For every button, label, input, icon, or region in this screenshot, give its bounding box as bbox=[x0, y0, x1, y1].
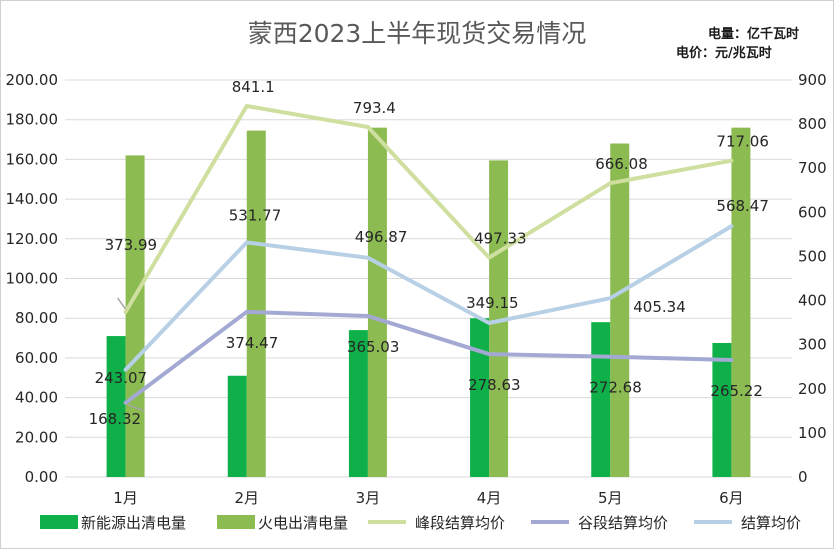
data-label: 497.33 bbox=[474, 230, 527, 248]
data-label: 666.08 bbox=[595, 155, 648, 173]
data-label: 568.47 bbox=[716, 197, 769, 215]
data-label: 374.47 bbox=[226, 334, 279, 352]
data-label: 243.07 bbox=[95, 369, 148, 387]
bar-renewable bbox=[227, 375, 247, 477]
line-series bbox=[123, 103, 734, 405]
bar-renewable bbox=[348, 330, 368, 477]
bar-thermal bbox=[731, 127, 751, 477]
unit-power: 电量：亿千瓦时 bbox=[708, 26, 799, 42]
leader-line bbox=[127, 404, 144, 412]
data-label: 365.03 bbox=[347, 338, 400, 356]
legend-label: 新能源出清电量 bbox=[81, 514, 186, 532]
category-label: 3月 bbox=[356, 489, 381, 507]
bar-thermal bbox=[610, 143, 630, 477]
left-axis-tick-label: 40.00 bbox=[15, 389, 58, 407]
category-label: 5月 bbox=[598, 489, 623, 507]
bar-renewable bbox=[470, 318, 490, 477]
left-axis-tick-label: 100.00 bbox=[6, 270, 59, 288]
series-line-avg bbox=[123, 224, 734, 372]
chart-title: 蒙西2023上半年现货交易情况 bbox=[248, 19, 587, 48]
data-labels: 373.99 841.1 793.4 497.33 666.08 717.06 168.32… bbox=[89, 78, 769, 428]
category-label: 2月 bbox=[234, 489, 259, 507]
data-label: 793.4 bbox=[353, 99, 396, 117]
left-axis-tick-label: 20.00 bbox=[15, 428, 58, 446]
data-label: 168.32 bbox=[89, 410, 142, 428]
bar-renewable bbox=[591, 322, 611, 477]
data-label: 405.34 bbox=[633, 298, 686, 316]
leader-line bbox=[116, 297, 127, 310]
bar-renewable bbox=[106, 336, 126, 477]
data-label: 272.68 bbox=[589, 379, 642, 397]
unit-price: 电价：元/兆瓦时 bbox=[676, 45, 772, 61]
bar-thermal bbox=[125, 155, 145, 477]
left-axis-tick-label: 200.00 bbox=[6, 71, 59, 89]
data-label: 496.87 bbox=[355, 228, 408, 246]
category-label: 6月 bbox=[719, 489, 744, 507]
right-axis-tick-label: 100 bbox=[798, 424, 827, 442]
category-label: 4月 bbox=[477, 489, 502, 507]
right-axis-tick-label: 400 bbox=[798, 292, 827, 310]
left-axis-tick-label: 120.00 bbox=[6, 230, 59, 248]
left-axis-tick-label: 60.00 bbox=[15, 349, 58, 367]
right-axis-tick-label: 200 bbox=[798, 380, 827, 398]
category-label: 1月 bbox=[113, 489, 138, 507]
legend-swatch bbox=[217, 515, 255, 529]
data-label: 531.77 bbox=[229, 206, 282, 224]
right-axis-tick-label: 500 bbox=[798, 247, 827, 265]
right-axis-tick-label: 900 bbox=[798, 71, 827, 89]
data-label: 841.1 bbox=[232, 78, 275, 96]
right-axis-tick-label: 700 bbox=[798, 159, 827, 177]
left-axis-tick-label: 160.00 bbox=[6, 150, 59, 168]
bar-series bbox=[106, 127, 751, 477]
legend-swatch bbox=[40, 515, 78, 529]
data-label: 373.99 bbox=[105, 236, 158, 254]
series-line-peak bbox=[123, 103, 734, 315]
legend-label: 火电出清电量 bbox=[258, 514, 348, 532]
right-axis-tick-label: 0 bbox=[798, 468, 808, 486]
bar-renewable bbox=[712, 343, 732, 477]
data-label: 265.22 bbox=[710, 382, 763, 400]
left-axis-ticks: 0.00 20.00 40.00 60.00 80.00 100.00 120.00 140.… bbox=[6, 71, 59, 486]
legend: 新能源出清电量 火电出清电量 峰段结算均价 谷段结算均价 结算均价 bbox=[40, 514, 801, 532]
category-ticks: 1月 2月 3月 4月 5月 6月 bbox=[113, 489, 743, 507]
left-axis-tick-label: 0.00 bbox=[25, 468, 58, 486]
right-axis-tick-label: 300 bbox=[798, 336, 827, 354]
data-label: 278.63 bbox=[468, 376, 521, 394]
data-label: 349.15 bbox=[466, 294, 519, 312]
data-label: 717.06 bbox=[716, 133, 769, 151]
series-line-valley bbox=[123, 309, 734, 405]
bar-thermal bbox=[367, 127, 387, 477]
gridlines bbox=[65, 79, 792, 478]
legend-label: 峰段结算均价 bbox=[415, 514, 505, 532]
legend-label: 谷段结算均价 bbox=[578, 514, 668, 532]
legend-label: 结算均价 bbox=[741, 514, 801, 532]
left-axis-tick-label: 140.00 bbox=[6, 190, 59, 208]
left-axis-tick-label: 180.00 bbox=[6, 111, 59, 129]
bar-thermal bbox=[489, 160, 509, 477]
left-axis-tick-label: 80.00 bbox=[15, 309, 58, 327]
right-axis-tick-label: 800 bbox=[798, 115, 827, 133]
right-axis-ticks: 0 100 200 300 400 500 600 700 800 900 bbox=[798, 71, 827, 486]
bar-thermal bbox=[246, 130, 266, 477]
right-axis-tick-label: 600 bbox=[798, 203, 827, 221]
